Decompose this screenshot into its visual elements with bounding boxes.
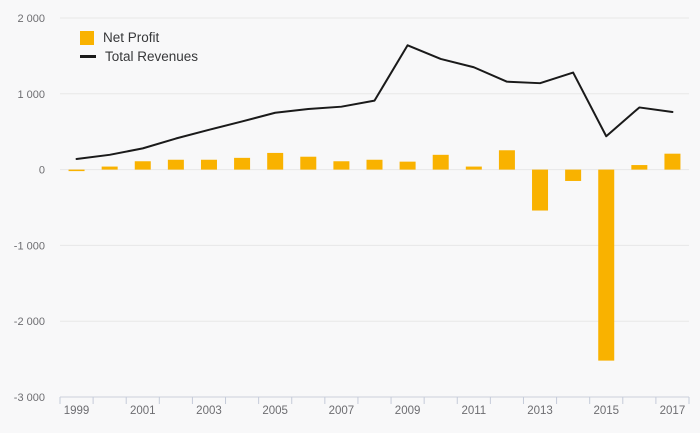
bar-2009[interactable] [399, 161, 416, 170]
y-axis-label--1000: -1 000 [14, 240, 45, 252]
legend-label-total-revenues: Total Revenues [105, 49, 199, 64]
bar-2013[interactable] [532, 169, 549, 211]
bar-2010[interactable] [432, 154, 449, 170]
x-axis-label-2003: 2003 [196, 405, 222, 417]
bar-2005[interactable] [267, 152, 284, 170]
x-axis-label-2007: 2007 [329, 405, 355, 417]
y-axis-label--2000: -2 000 [14, 316, 45, 328]
bar-2003[interactable] [200, 159, 217, 170]
bar-2000[interactable] [101, 166, 118, 170]
x-axis-label-1999: 1999 [64, 405, 90, 417]
x-axis-label-2017: 2017 [660, 405, 686, 417]
x-axis-label-2005: 2005 [262, 405, 288, 417]
y-axis-label-1000: 1 000 [17, 89, 45, 101]
legend-item-net-profit[interactable]: Net Profit [80, 30, 198, 45]
y-axis-label-2000: 2 000 [17, 13, 45, 25]
bar-1999[interactable] [68, 169, 85, 172]
bar-2006[interactable] [300, 156, 317, 170]
bar-2016[interactable] [631, 165, 648, 170]
bar-2011[interactable] [465, 166, 482, 170]
legend-label-net-profit: Net Profit [103, 30, 160, 45]
legend-item-total-revenues[interactable]: Total Revenues [80, 49, 198, 64]
bar-2002[interactable] [167, 159, 184, 170]
y-axis-label--3000: -3 000 [14, 392, 45, 404]
bar-2004[interactable] [234, 157, 251, 170]
bar-2008[interactable] [366, 159, 383, 170]
bar-2012[interactable] [498, 150, 515, 170]
y-axis-label-0: 0 [39, 165, 45, 177]
x-axis-label-2001: 2001 [130, 405, 156, 417]
legend: Net Profit Total Revenues [80, 30, 198, 64]
x-axis-label-2011: 2011 [461, 405, 486, 417]
total-revenues-line[interactable] [75, 44, 674, 160]
bar-2001[interactable] [134, 161, 151, 170]
net-profit-swatch-icon [80, 30, 94, 45]
bar-2015[interactable] [598, 169, 615, 361]
total-revenues-swatch-icon [80, 55, 96, 58]
x-axis-label-2009: 2009 [395, 405, 421, 417]
bar-2007[interactable] [333, 161, 350, 170]
x-axis-label-2015: 2015 [593, 405, 619, 417]
bar-2014[interactable] [565, 169, 582, 181]
x-axis-label-2013: 2013 [527, 405, 553, 417]
bar-2017[interactable] [664, 153, 681, 170]
